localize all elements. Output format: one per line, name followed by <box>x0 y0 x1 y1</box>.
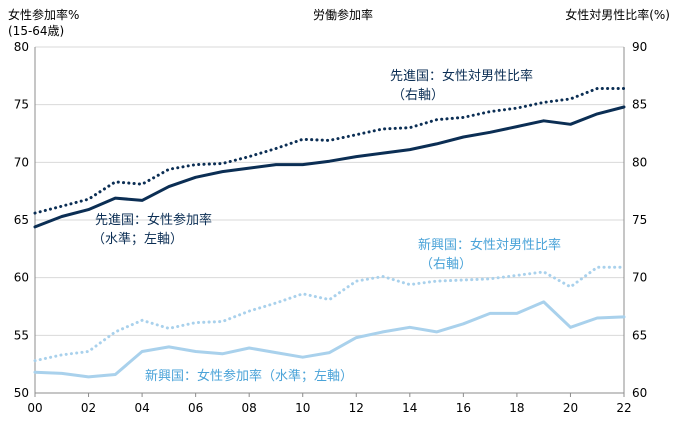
axes <box>34 47 625 394</box>
x-tick-label: 10 <box>295 401 310 415</box>
right-tick-label: 70 <box>632 271 647 285</box>
left-tick-label: 70 <box>14 155 29 169</box>
x-tick-label: 20 <box>563 401 578 415</box>
x-tick-label: 14 <box>402 401 417 415</box>
annotation-emerging-ratio-line1: 新興国：女性対男性比率 <box>418 237 561 253</box>
left-axis-title-line1: 女性参加率% <box>8 7 79 22</box>
right-tick-label: 85 <box>632 98 647 112</box>
left-tick-label: 60 <box>14 271 29 285</box>
series <box>33 87 626 379</box>
right-tick-label: 80 <box>632 155 647 169</box>
annotation-emerging-ratio-line2: （右軸） <box>420 257 472 272</box>
annotation-advanced-ratio-line2: （右軸） <box>392 88 444 103</box>
annotation-emerging-participation: 新興国：女性参加率（水準；左軸） <box>145 368 353 384</box>
right-tick-label: 65 <box>632 328 647 342</box>
annotation-advanced-participation-line2: （水準；左軸） <box>92 231 183 247</box>
grid <box>35 46 624 336</box>
annotation-advanced-participation-line1: 先進国：女性参加率 <box>95 212 212 228</box>
x-tick-label: 00 <box>27 401 42 415</box>
x-tick-label: 22 <box>616 401 631 415</box>
x-tick-label: 02 <box>81 401 96 415</box>
left-tick-label: 80 <box>14 40 29 54</box>
x-tick-labels: 00 02 04 06 08 10 12 14 16 18 20 22 <box>27 393 632 415</box>
x-tick-label: 04 <box>134 401 149 415</box>
left-tick-labels: 50 55 60 65 70 75 80 <box>14 40 29 400</box>
series-line-adv_ratio <box>33 87 626 215</box>
left-tick-label: 50 <box>14 386 29 400</box>
series-line-adv_participation <box>33 105 626 229</box>
left-axis-title-line2: (15-64歳) <box>8 24 64 38</box>
right-tick-label: 75 <box>632 213 647 227</box>
right-axis-title: 女性対男性比率(%) <box>565 7 670 22</box>
left-tick-label: 75 <box>14 98 29 112</box>
right-tick-label: 90 <box>632 40 647 54</box>
series-line-em_ratio <box>33 265 626 363</box>
right-tick-label: 60 <box>632 386 647 400</box>
x-tick-label: 12 <box>349 401 364 415</box>
x-tick-label: 06 <box>188 401 203 415</box>
annotation-advanced-ratio-line1: 先進国：女性対男性比率 <box>390 68 533 84</box>
chart-title: 労働参加率 <box>313 7 373 22</box>
right-tick-labels: 60 65 70 75 80 85 90 <box>632 40 647 400</box>
series-line-em_participation <box>33 300 626 379</box>
x-tick-label: 18 <box>509 401 524 415</box>
x-tick-label: 08 <box>242 401 257 415</box>
x-tick-label: 16 <box>456 401 471 415</box>
left-tick-label: 55 <box>14 328 29 342</box>
left-tick-label: 65 <box>14 213 29 227</box>
